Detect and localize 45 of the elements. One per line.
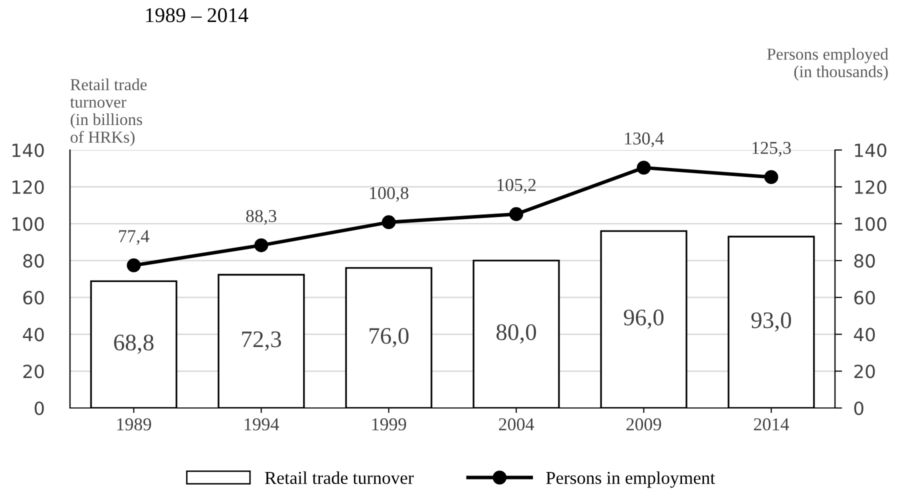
point <box>509 207 524 222</box>
data-label: 105,2 <box>498 178 536 194</box>
data-label: 100,8 <box>370 186 408 202</box>
y-tick-label: 140 <box>12 143 44 158</box>
data-label: 76,0 <box>370 328 409 348</box>
y-tick-label: 100 <box>12 217 44 231</box>
y2-axis-title: Persons employed (in thousands) <box>767 48 888 81</box>
y2-tick-label: 120 <box>855 180 886 194</box>
point <box>126 258 141 272</box>
y2-tick-label: 40 <box>854 328 875 342</box>
y-tick-label: 20 <box>23 364 44 378</box>
y2-tick-label: 20 <box>854 364 875 378</box>
data-label: 125,3 <box>752 142 791 157</box>
y-tick-label: 120 <box>12 180 44 194</box>
x-tick-label: 1994 <box>244 418 280 430</box>
y-tick-label: 60 <box>23 290 44 305</box>
y-tick-label: 40 <box>22 328 44 342</box>
y-tick-label: 80 <box>23 254 44 268</box>
y-axis-title: Retail trade turnover (in billions of HRKs) <box>70 78 147 146</box>
point <box>382 215 396 230</box>
legend-label: Retail trade turnover <box>264 471 414 484</box>
data-label: 77,4 <box>119 230 150 245</box>
chart-title: 1989 – 2014 <box>146 8 248 22</box>
data-label: 93,0 <box>751 312 792 332</box>
y2-tick-label: 100 <box>855 217 886 231</box>
point <box>636 160 651 175</box>
point <box>254 238 268 252</box>
data-label: 68,8 <box>114 334 154 354</box>
x-tick-label: 1989 <box>117 418 152 430</box>
legend-label: Persons in employment <box>546 471 716 488</box>
y-tick-label: 0 <box>34 401 44 416</box>
point <box>764 170 778 184</box>
data-label: 72,3 <box>242 331 281 351</box>
data-label: 96,0 <box>624 310 664 329</box>
data-label: 88,3 <box>246 210 276 225</box>
data-label: 130,4 <box>625 132 664 148</box>
y2-tick-label: 60 <box>854 290 875 305</box>
x-tick-label: 2014 <box>754 418 790 430</box>
y2-tick-label: 140 <box>855 143 886 158</box>
x-tick-label: 1999 <box>372 418 406 430</box>
x-tick-label: 2004 <box>498 418 534 430</box>
x-tick-label: 2009 <box>626 418 662 430</box>
data-label: 80,0 <box>496 324 536 344</box>
y2-tick-label: 80 <box>854 254 875 268</box>
y2-tick-label: 0 <box>854 401 864 416</box>
